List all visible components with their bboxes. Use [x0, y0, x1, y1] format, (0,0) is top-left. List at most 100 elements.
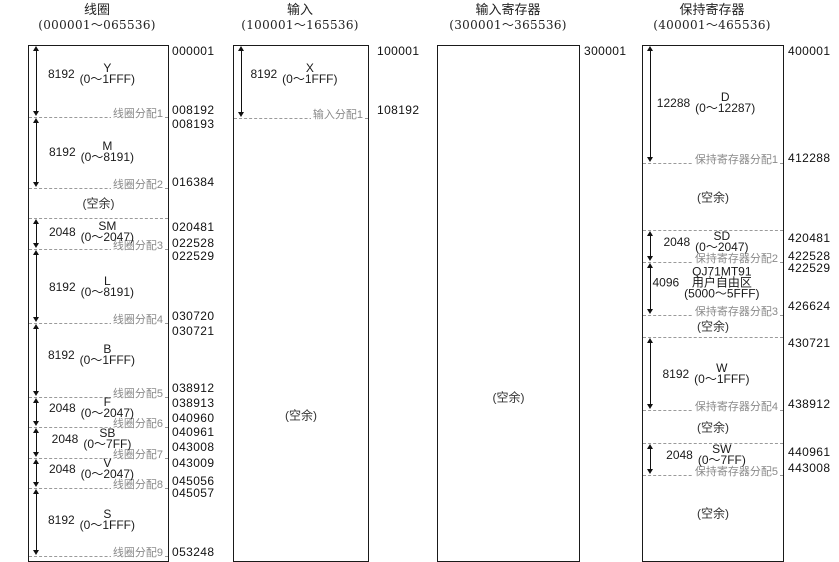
segment-m: 8192 M (0～8191) 线圈分配2 [29, 117, 168, 191]
address-label: 100001 [377, 44, 420, 58]
device-range: (0～1FFF) [79, 72, 136, 86]
range-arrow-icon [33, 219, 40, 248]
address-label: 108192 [377, 103, 420, 117]
segment-free-area: (空余) [234, 118, 368, 560]
device-name: X [305, 61, 314, 75]
range-arrow-icon [33, 428, 40, 457]
address-label: 438912 [788, 397, 831, 411]
allocation-label: 线圈分配1 [110, 108, 165, 120]
arrow-line [650, 49, 651, 159]
device-count: 8192 [47, 512, 75, 527]
segment-d: 12288 D (0～12287) 保持寄存器分配1 [643, 45, 783, 166]
segment-free-area: (空余) [643, 163, 783, 231]
segment-label: 2048 SM (0～2047) [43, 219, 140, 243]
segment-label: 2048 F (0～2047) [43, 396, 140, 419]
device-stack: L (0～8191) [80, 275, 135, 299]
address-label: 443008 [788, 461, 831, 475]
arrow-head-up-icon [647, 338, 653, 343]
address-label: 022529 [172, 249, 215, 263]
column-title: 保持寄存器 [679, 3, 745, 18]
segment-f: 2048 F (0～2047) 线圈分配6 [29, 396, 168, 430]
arrow-head-up-icon [33, 428, 39, 433]
device-name: SM [98, 219, 117, 233]
allocation-label: 线圈分配6 [110, 418, 165, 430]
address-label: 040961 [172, 425, 215, 439]
arrow-head-up-icon [33, 219, 39, 224]
allocation-label: 输入分配1 [310, 109, 365, 121]
column-subtitle: (100001～165536) [241, 18, 359, 32]
device-range: (0～2047) [695, 240, 749, 254]
segment-label: 8192 L (0～8191) [43, 275, 140, 299]
address-label: 030720 [172, 309, 215, 323]
address-label: 300001 [584, 44, 627, 58]
free-area-label: (空余) [285, 408, 317, 423]
range-arrow-icon [33, 250, 40, 322]
arrow-line [36, 462, 37, 484]
arrow-head-down-icon [33, 317, 39, 322]
arrow-line [36, 327, 37, 393]
device-range: (0～8191) [80, 285, 135, 299]
device-count: 2048 [51, 431, 79, 446]
arrow-head-up-icon [33, 250, 39, 255]
segment-y: 8192 Y (0～1FFF) 线圈分配1 [29, 45, 168, 120]
segment-v: 2048 V (0～2047) 线圈分配8 [29, 457, 168, 491]
device-range: (0～1FFF) [79, 518, 136, 532]
free-area-label: (空余) [697, 420, 729, 434]
segment-label: 2048 V (0～2047) [43, 457, 140, 480]
range-arrow-icon [647, 46, 654, 162]
device-stack: M (0～8191) [80, 140, 135, 164]
segment-label: 8192 Y (0～1FFF) [43, 62, 140, 86]
device-name: QJ71MT91 [692, 264, 752, 279]
arrow-line [650, 341, 651, 406]
segment-x: 8192 X (0～1FFF) 输入分配1 [234, 45, 368, 121]
device-range: (0～7FF) [83, 437, 132, 451]
column-subtitle: (300001～365536) [449, 18, 567, 32]
segment-label: 8192 M (0～8191) [43, 140, 140, 164]
device-name: D [720, 90, 730, 104]
segment-sm: 2048 SM (0～2047) 线圈分配3 [29, 218, 168, 252]
segment-free-area: (空余) [643, 315, 783, 338]
device-stack: D (0～12287) [695, 90, 755, 114]
arrow-head-down-icon [33, 482, 39, 487]
device-range: (0～1FFF) [694, 372, 750, 386]
segment-label: 12288 D (0～12287) [657, 90, 755, 114]
range-arrow-icon [33, 459, 40, 487]
device-count: 8192 [47, 66, 75, 81]
arrow-line [36, 492, 37, 552]
column-title: 输入 [286, 3, 314, 18]
memory-box: 8192 Y (0～1FFF) 线圈分配1 8192 M (0～8191) 线圈分配2 (空余)… [28, 45, 169, 562]
column-subtitle: (000001～065536) [38, 18, 156, 32]
range-arrow-icon [647, 444, 654, 474]
allocation-label: 线圈分配3 [110, 240, 165, 252]
segment-label: 8192 X (0～1FFF) [248, 61, 340, 86]
device-stack: SW (0～7FF) [698, 442, 746, 466]
segment-label: 2048 SB (0～7FF) [43, 427, 140, 451]
device-name: SW [712, 442, 732, 456]
device-name: B [103, 342, 112, 356]
device-count: 2048 [666, 447, 693, 462]
allocation-label: 保持寄存器分配3 [692, 306, 780, 318]
free-area-label: (空余) [492, 390, 525, 405]
device-count: 4096 [652, 275, 680, 290]
range-arrow-icon [33, 118, 40, 187]
device-stack: SB (0～7FF) [83, 427, 132, 451]
arrow-head-up-icon [647, 444, 653, 449]
arrow-line [36, 431, 37, 454]
range-arrow-icon [33, 489, 40, 555]
range-arrow-icon [33, 398, 40, 426]
address-label: 440961 [788, 445, 831, 459]
device-range: (0～1FFF) [282, 72, 338, 86]
device-count: 2048 [48, 224, 76, 239]
allocation-label: 线圈分配7 [110, 449, 165, 461]
range-arrow-icon [647, 338, 654, 409]
device-range: (0～8191) [80, 150, 135, 164]
address-label: 030721 [172, 324, 215, 338]
device-range: (5000～5FFF) [684, 286, 760, 301]
segment-free-area: (空余) [643, 475, 783, 560]
arrow-head-up-icon [33, 46, 39, 51]
address-label: 422528 [788, 249, 831, 263]
address-label: 045057 [172, 486, 215, 500]
